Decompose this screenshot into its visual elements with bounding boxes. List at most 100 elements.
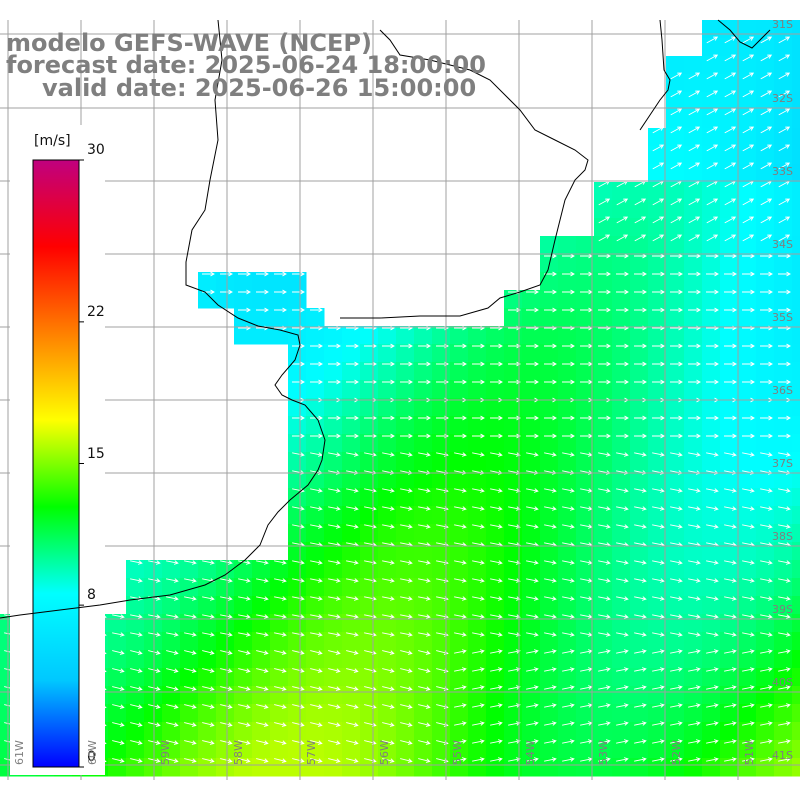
wind-arrow bbox=[778, 198, 791, 206]
field-cell bbox=[342, 704, 361, 723]
field-cell bbox=[738, 758, 757, 777]
wind-arrow bbox=[706, 685, 719, 690]
wind-arrow bbox=[706, 307, 719, 313]
field-cell bbox=[756, 596, 775, 615]
latitude-label: 41S bbox=[772, 749, 793, 762]
field-cell bbox=[522, 560, 541, 579]
field-cell bbox=[612, 596, 631, 615]
field-cell bbox=[414, 488, 433, 507]
map-title-model: modelo GEFS-WAVE (NCEP) bbox=[6, 29, 372, 57]
wind-arrow bbox=[454, 433, 467, 439]
field-cell bbox=[684, 362, 703, 381]
wind-arrow bbox=[310, 578, 323, 583]
wind-arrow bbox=[598, 271, 611, 277]
field-cell bbox=[342, 578, 361, 597]
wind-arrow bbox=[310, 668, 323, 673]
field-cell bbox=[288, 362, 307, 381]
wind-arrow bbox=[202, 596, 215, 601]
field-cell bbox=[450, 362, 469, 381]
wind-arrow bbox=[544, 415, 557, 421]
latitude-label: 38S bbox=[772, 530, 793, 543]
field-cell bbox=[540, 632, 559, 651]
wind-arrow bbox=[742, 415, 755, 421]
field-cell bbox=[288, 434, 307, 453]
wind-arrow bbox=[598, 289, 611, 295]
field-cell bbox=[648, 650, 667, 669]
field-cell bbox=[684, 506, 703, 525]
field-cell bbox=[378, 506, 397, 525]
wind-arrow bbox=[688, 506, 701, 511]
field-cell bbox=[720, 506, 739, 525]
field-cell bbox=[648, 416, 667, 435]
wind-arrow bbox=[724, 108, 737, 116]
wind-arrow bbox=[508, 560, 521, 565]
field-cell bbox=[396, 452, 415, 471]
wind-arrow bbox=[166, 668, 179, 673]
wind-arrow bbox=[670, 72, 683, 80]
field-cell bbox=[306, 434, 325, 453]
field-cell bbox=[594, 542, 613, 561]
wind-arrow bbox=[400, 343, 413, 349]
field-cell bbox=[774, 416, 793, 435]
field-cell bbox=[504, 560, 523, 579]
field-cell bbox=[522, 488, 541, 507]
field-cell bbox=[216, 722, 235, 741]
field-cell bbox=[540, 398, 559, 417]
field-cell bbox=[720, 704, 739, 723]
wind-arrow bbox=[400, 524, 413, 529]
field-cell bbox=[504, 326, 523, 345]
wind-arrow bbox=[760, 216, 773, 224]
field-cell bbox=[774, 704, 793, 723]
field-cell bbox=[378, 650, 397, 669]
field-cell bbox=[198, 560, 217, 579]
wind-arrow bbox=[472, 578, 485, 583]
wind-arrow bbox=[400, 668, 413, 673]
wind-arrow bbox=[292, 452, 305, 457]
wind-arrow bbox=[346, 722, 359, 727]
field-cell bbox=[540, 668, 559, 687]
field-cell bbox=[612, 470, 631, 489]
wind-arrow bbox=[706, 488, 719, 493]
field-cell bbox=[720, 398, 739, 417]
field-cell bbox=[792, 668, 800, 687]
wind-arrow bbox=[238, 614, 251, 619]
wind-arrow bbox=[202, 740, 215, 745]
wind-arrow bbox=[238, 560, 251, 565]
field-cell bbox=[558, 506, 577, 525]
wind-arrow bbox=[256, 758, 269, 763]
field-cell bbox=[468, 434, 487, 453]
field-cell bbox=[702, 308, 721, 327]
wind-arrow bbox=[652, 433, 665, 439]
field-cell bbox=[234, 668, 253, 687]
field-cell bbox=[756, 290, 775, 309]
wind-arrow bbox=[292, 560, 305, 565]
field-cell bbox=[378, 362, 397, 381]
field-cell bbox=[378, 344, 397, 363]
wind-arrow bbox=[472, 685, 485, 690]
wind-arrow bbox=[112, 614, 125, 619]
field-cell bbox=[594, 272, 613, 291]
wind-arrow bbox=[724, 234, 737, 242]
field-cell bbox=[216, 668, 235, 687]
wind-arrow bbox=[688, 198, 701, 206]
field-cell bbox=[666, 272, 685, 291]
field-cell bbox=[324, 398, 343, 417]
field-cell bbox=[774, 254, 793, 273]
field-cell bbox=[720, 254, 739, 273]
wind-arrow bbox=[526, 721, 539, 726]
field-cell bbox=[306, 524, 325, 543]
field-cell bbox=[486, 326, 505, 345]
wind-arrow bbox=[724, 307, 737, 313]
field-cell bbox=[774, 344, 793, 363]
wind-arrow bbox=[760, 162, 773, 170]
field-cell bbox=[306, 650, 325, 669]
wind-arrow bbox=[418, 343, 431, 349]
wind-arrow bbox=[346, 452, 359, 457]
wind-arrow bbox=[526, 596, 539, 601]
field-cell bbox=[486, 452, 505, 471]
field-cell bbox=[288, 380, 307, 399]
field-cell bbox=[792, 308, 800, 327]
field-cell bbox=[198, 578, 217, 597]
wind-arrow bbox=[346, 415, 359, 421]
wind-arrow bbox=[706, 162, 719, 170]
